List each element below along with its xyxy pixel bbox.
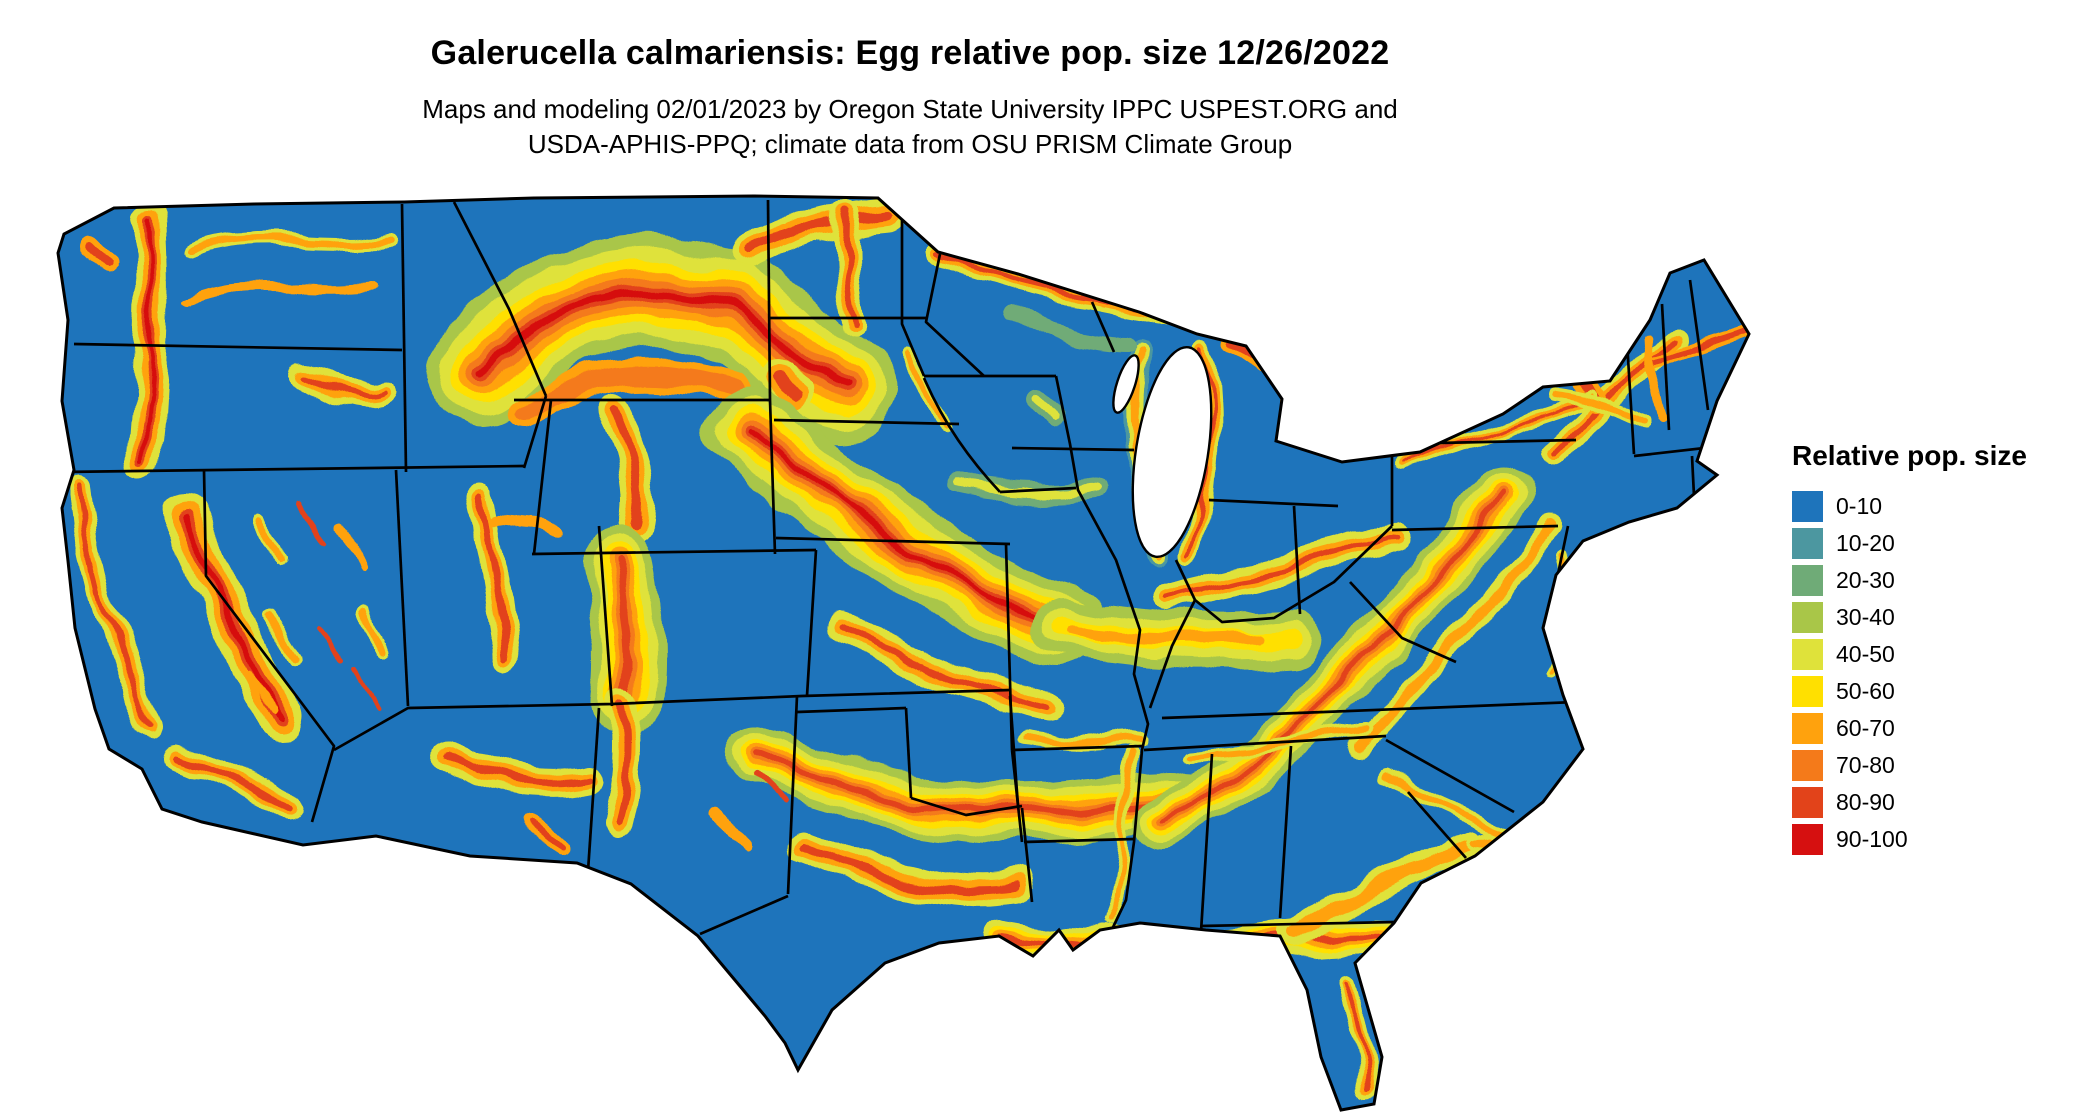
legend-label: 70-80 <box>1836 752 1895 778</box>
legend-item: 0-10 <box>1792 488 2092 525</box>
legend-label: 30-40 <box>1836 604 1895 630</box>
us-population-map <box>54 194 1754 1112</box>
subtitle-line-1: Maps and modeling 02/01/2023 by Oregon S… <box>422 94 1398 124</box>
legend-label: 20-30 <box>1836 567 1895 593</box>
legend-swatch <box>1792 639 1823 670</box>
map-subtitle: Maps and modeling 02/01/2023 by Oregon S… <box>0 92 1820 162</box>
legend-label: 50-60 <box>1836 678 1895 704</box>
legend-item: 30-40 <box>1792 599 2092 636</box>
legend-label: 60-70 <box>1836 715 1895 741</box>
legend-item: 70-80 <box>1792 747 2092 784</box>
legend-swatch <box>1792 676 1823 707</box>
legend-item: 10-20 <box>1792 525 2092 562</box>
us-map-svg <box>56 194 1751 1112</box>
legend-item: 40-50 <box>1792 636 2092 673</box>
legend-title: Relative pop. size <box>1792 440 2027 471</box>
legend-item: 80-90 <box>1792 784 2092 821</box>
legend-label: 40-50 <box>1836 641 1895 667</box>
legend-item: 20-30 <box>1792 562 2092 599</box>
state-borders <box>61 198 1723 943</box>
legend-swatch <box>1792 565 1823 596</box>
legend-swatch <box>1792 824 1823 855</box>
legend-swatch <box>1792 787 1823 818</box>
legend-label: 10-20 <box>1836 530 1895 556</box>
us-coastline-outline <box>56 194 1751 1112</box>
legend-swatch <box>1792 491 1823 522</box>
map-legend: Relative pop. size 0-10 10-20 20-30 30-4… <box>1792 440 2092 858</box>
legend-item: 50-60 <box>1792 673 2092 710</box>
legend-item: 60-70 <box>1792 710 2092 747</box>
legend-swatch <box>1792 602 1823 633</box>
lake-michigan <box>1131 345 1213 559</box>
subtitle-line-2: USDA-APHIS-PPQ; climate data from OSU PR… <box>527 129 1293 159</box>
legend-swatch <box>1792 750 1823 781</box>
legend-swatch <box>1792 528 1823 559</box>
legend-label: 80-90 <box>1836 789 1895 815</box>
legend-label: 0-10 <box>1836 493 1883 519</box>
legend-label: 90-100 <box>1836 826 1908 852</box>
legend-items: 0-10 10-20 20-30 30-40 40-50 50-60 60-70… <box>1792 488 2092 858</box>
legend-swatch <box>1792 713 1823 744</box>
page-title: Galerucella calmariensis: Egg relative p… <box>430 34 1390 72</box>
map-fill-layer <box>58 196 1749 1110</box>
legend-item: 90-100 <box>1792 821 2092 858</box>
green-bay <box>1112 354 1140 414</box>
